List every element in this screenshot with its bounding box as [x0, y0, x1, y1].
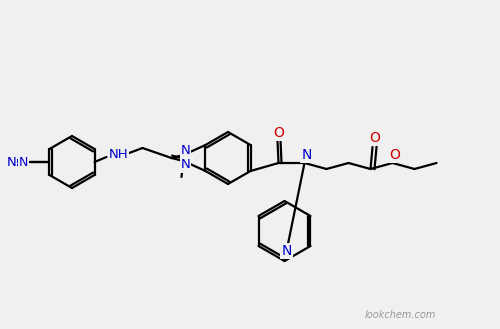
Text: N: N	[282, 244, 292, 258]
Text: O: O	[369, 131, 380, 145]
Text: O: O	[273, 126, 284, 140]
Text: N: N	[302, 148, 312, 162]
Text: NH: NH	[108, 147, 128, 161]
Text: N: N	[6, 156, 16, 168]
Text: N: N	[180, 159, 190, 171]
Text: lookchem.com: lookchem.com	[364, 310, 436, 320]
Text: N: N	[19, 156, 28, 168]
Text: O: O	[389, 148, 400, 162]
Text: N: N	[180, 144, 190, 158]
